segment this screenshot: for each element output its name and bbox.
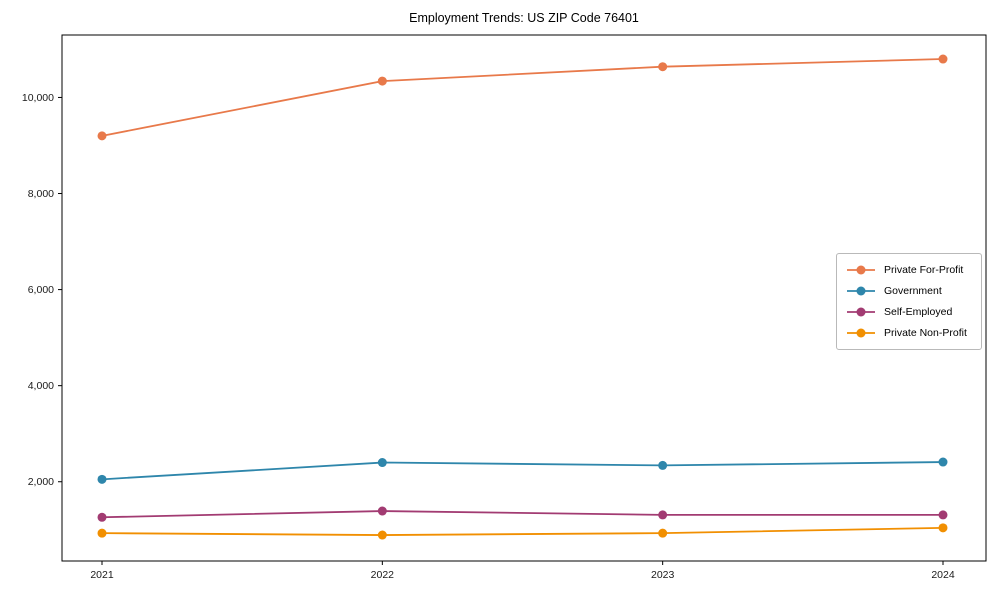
legend-marker-icon [847,307,875,317]
x-tick-label: 2023 [651,569,675,581]
series-line-private-non-profit [101,526,944,536]
data-point-government [97,474,107,484]
legend-label: Private Non-Profit [884,327,967,339]
data-point-private-for-profit [658,62,668,72]
legend-marker-icon [847,328,875,338]
data-point-government [938,457,948,467]
legend-dot [856,328,866,338]
data-point-private-non-profit [97,528,107,538]
data-point-government [658,460,668,470]
legend-entry-self-employed: Self-Employed [846,302,973,322]
legend-dot [856,286,866,296]
legend: Private For-Profit Government Self-Employe… [836,253,982,350]
data-point-private-non-profit [938,523,948,533]
x-tick-label: 2021 [90,569,114,581]
data-point-private-for-profit [97,131,107,141]
legend-marker-icon [847,286,875,296]
y-tick-label: 10,000 [22,92,54,104]
data-point-self-employed [658,510,668,520]
data-point-private-non-profit [658,528,668,538]
legend-entry-government: Government [846,281,973,301]
x-tick-label: 2024 [931,569,955,581]
data-point-private-for-profit [377,76,387,86]
plot-frame [61,34,987,562]
data-point-self-employed [938,510,948,520]
chart-title: Employment Trends: US ZIP Code 76401 [409,11,639,25]
series-line-self-employed [101,510,943,519]
data-point-private-for-profit [938,54,948,64]
data-point-self-employed [97,512,107,522]
data-point-private-non-profit [377,530,387,540]
y-tick-label: 2,000 [28,476,54,488]
legend-label: Private For-Profit [884,264,964,276]
legend-label: Government [884,285,942,297]
data-point-government [377,458,387,468]
legend-label: Self-Employed [884,306,953,318]
y-tick-label: 4,000 [28,380,54,392]
series-line-government [101,461,944,481]
data-point-self-employed [377,506,387,516]
x-tick-label: 2022 [371,569,395,581]
y-tick-label: 8,000 [28,188,54,200]
legend-entry-private-for-profit: Private For-Profit [846,260,973,280]
legend-entry-private-non-profit: Private Non-Profit [846,323,973,343]
y-tick-label: 6,000 [28,284,54,296]
series-line-private-for-profit [101,58,944,137]
legend-marker-icon [847,265,875,275]
legend-dot [856,307,866,317]
legend-dot [856,265,866,275]
